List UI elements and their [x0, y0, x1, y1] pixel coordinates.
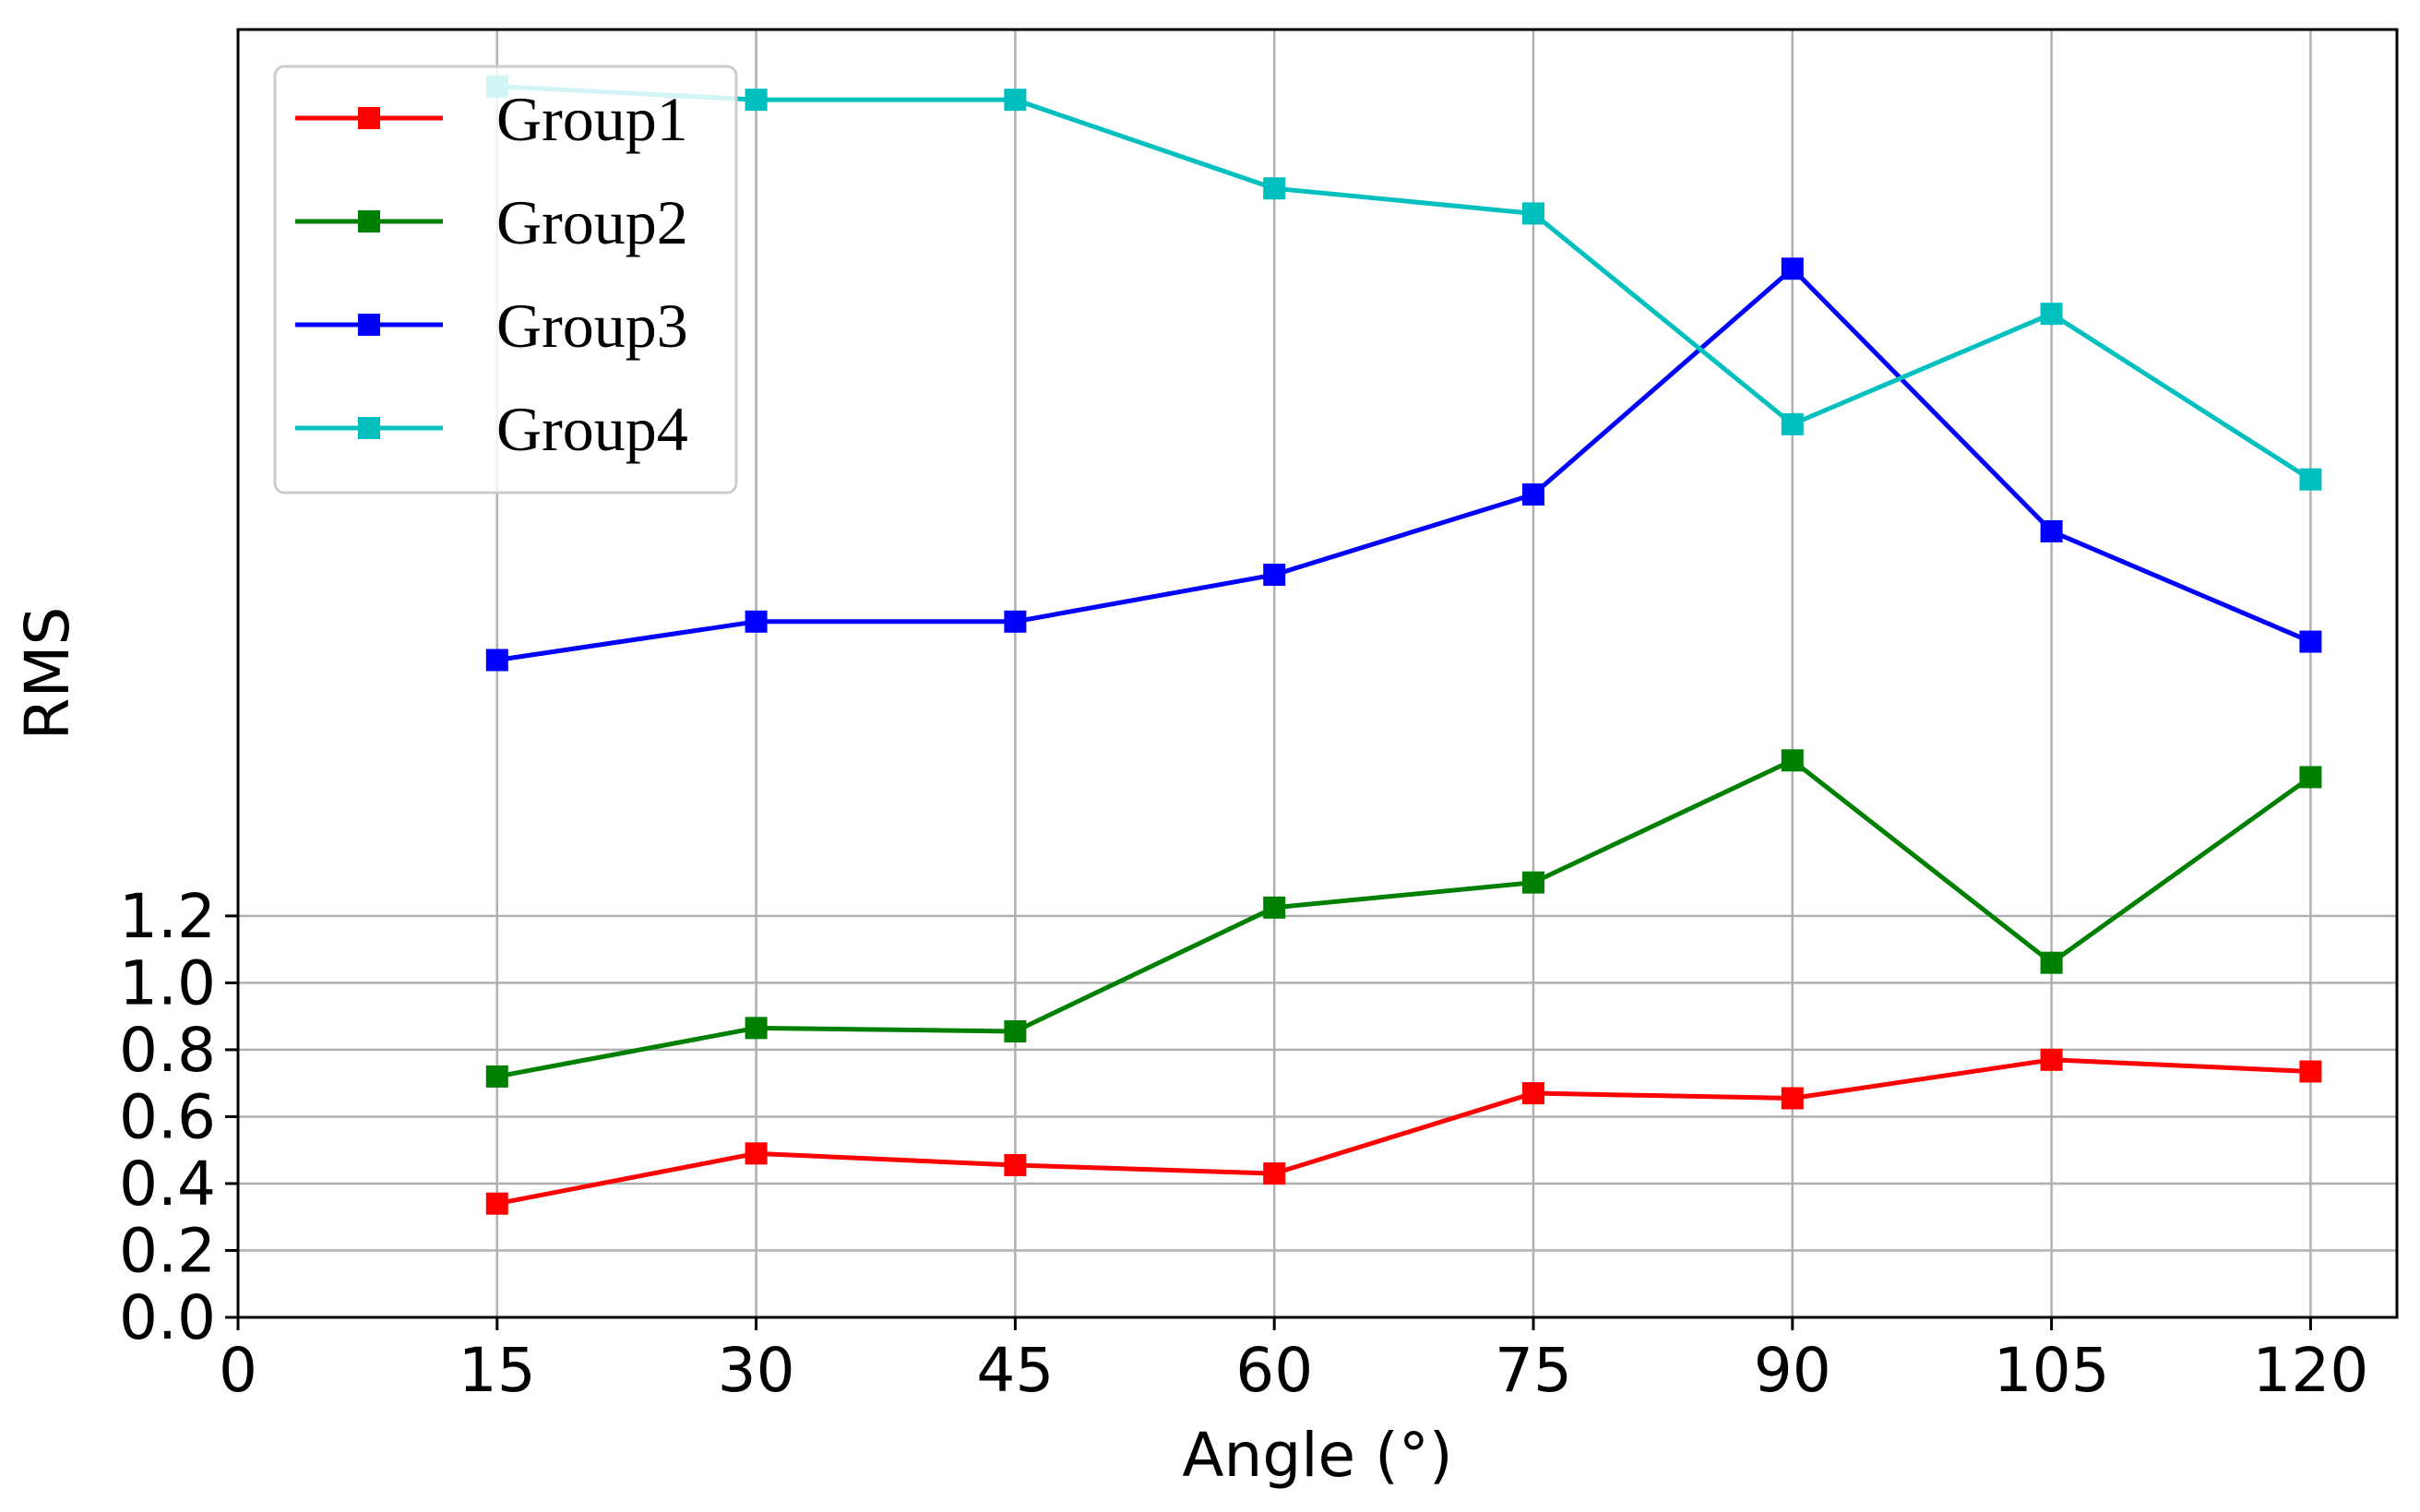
data-point: [1004, 1019, 1027, 1042]
y-axis-title: RMS: [12, 607, 83, 741]
series-group4: [485, 75, 2322, 491]
y-tick-label: 1.0: [119, 947, 216, 1018]
data-point: [745, 610, 768, 633]
data-point: [1781, 257, 1804, 280]
x-tick-label: 90: [1754, 1335, 1831, 1406]
data-point: [1781, 1087, 1804, 1110]
series-line: [496, 757, 2312, 1079]
legend-label: Group4: [496, 394, 688, 464]
y-tick-label: 0.8: [119, 1015, 216, 1086]
legend-swatch-marker: [358, 417, 380, 439]
data-point: [1522, 1082, 1544, 1105]
data-point: [745, 89, 768, 112]
data-point: [1263, 1162, 1286, 1185]
legend-label: Group1: [496, 84, 688, 154]
data-point: [485, 649, 508, 672]
legend-item: Group3: [295, 291, 688, 361]
y-tick-label: 0.6: [119, 1081, 216, 1152]
legend-item: Group1: [295, 84, 688, 154]
data-point: [1781, 412, 1804, 435]
series-group1: [485, 1048, 2322, 1215]
data-point: [2040, 1048, 2063, 1071]
data-point: [1263, 177, 1286, 200]
x-axis-title: Angle (°): [1182, 1420, 1452, 1491]
data-point: [2040, 951, 2063, 974]
data-point: [1522, 202, 1544, 225]
x-axis: 0 15 30 45 60 75 90 105 120: [219, 1317, 2368, 1406]
x-tick-label: 45: [976, 1335, 1054, 1406]
data-point: [1004, 610, 1027, 633]
legend-label: Group2: [496, 187, 688, 257]
data-point: [1522, 483, 1544, 506]
data-point: [1522, 871, 1544, 894]
x-tick-label: 105: [1994, 1335, 2110, 1406]
x-tick-label: 60: [1235, 1335, 1313, 1406]
data-point: [1004, 1154, 1027, 1177]
series-group2: [485, 749, 2322, 1088]
legend-label: Group3: [496, 291, 688, 361]
data-point: [2040, 519, 2063, 542]
x-tick-label: 15: [459, 1335, 536, 1406]
data-point: [1263, 896, 1286, 919]
series-group3: [485, 257, 2322, 672]
x-tick-label: 30: [718, 1335, 795, 1406]
data-point: [2299, 766, 2322, 789]
data-point: [1004, 89, 1027, 112]
data-point: [2299, 630, 2322, 653]
y-tick-label: 0.4: [119, 1149, 216, 1220]
legend-swatch-marker: [358, 107, 380, 129]
x-tick-label: 0: [219, 1335, 257, 1406]
data-point: [1781, 749, 1804, 772]
series-layer: [485, 75, 2322, 1215]
data-point: [485, 1192, 508, 1215]
series-line: [496, 1057, 2311, 1207]
y-tick-label: 0.2: [119, 1215, 216, 1286]
legend-item: Group4: [295, 394, 688, 464]
x-tick-label: 75: [1495, 1335, 1572, 1406]
legend-swatch-marker: [358, 210, 380, 232]
y-tick-label: 0.0: [119, 1282, 216, 1353]
data-point: [745, 1017, 768, 1040]
y-axis: 0.00.20.40.60.81.01.2: [119, 881, 238, 1353]
data-point: [1263, 564, 1286, 587]
legend-item: Group2: [295, 187, 688, 257]
data-point: [2299, 1060, 2322, 1083]
data-point: [485, 1065, 508, 1088]
data-point: [2299, 468, 2322, 491]
series-line: [496, 266, 2312, 662]
data-point: [2040, 303, 2063, 326]
legend-swatch-marker: [358, 314, 380, 336]
legend-box: [273, 65, 738, 494]
data-point: [745, 1142, 768, 1165]
x-tick-label: 120: [2252, 1335, 2368, 1406]
plot-frame: [236, 28, 2399, 1319]
y-tick-label: 1.2: [119, 881, 216, 952]
series-line: [496, 84, 2312, 482]
legend: Group1 Group2 Group3 Group4: [273, 65, 738, 494]
